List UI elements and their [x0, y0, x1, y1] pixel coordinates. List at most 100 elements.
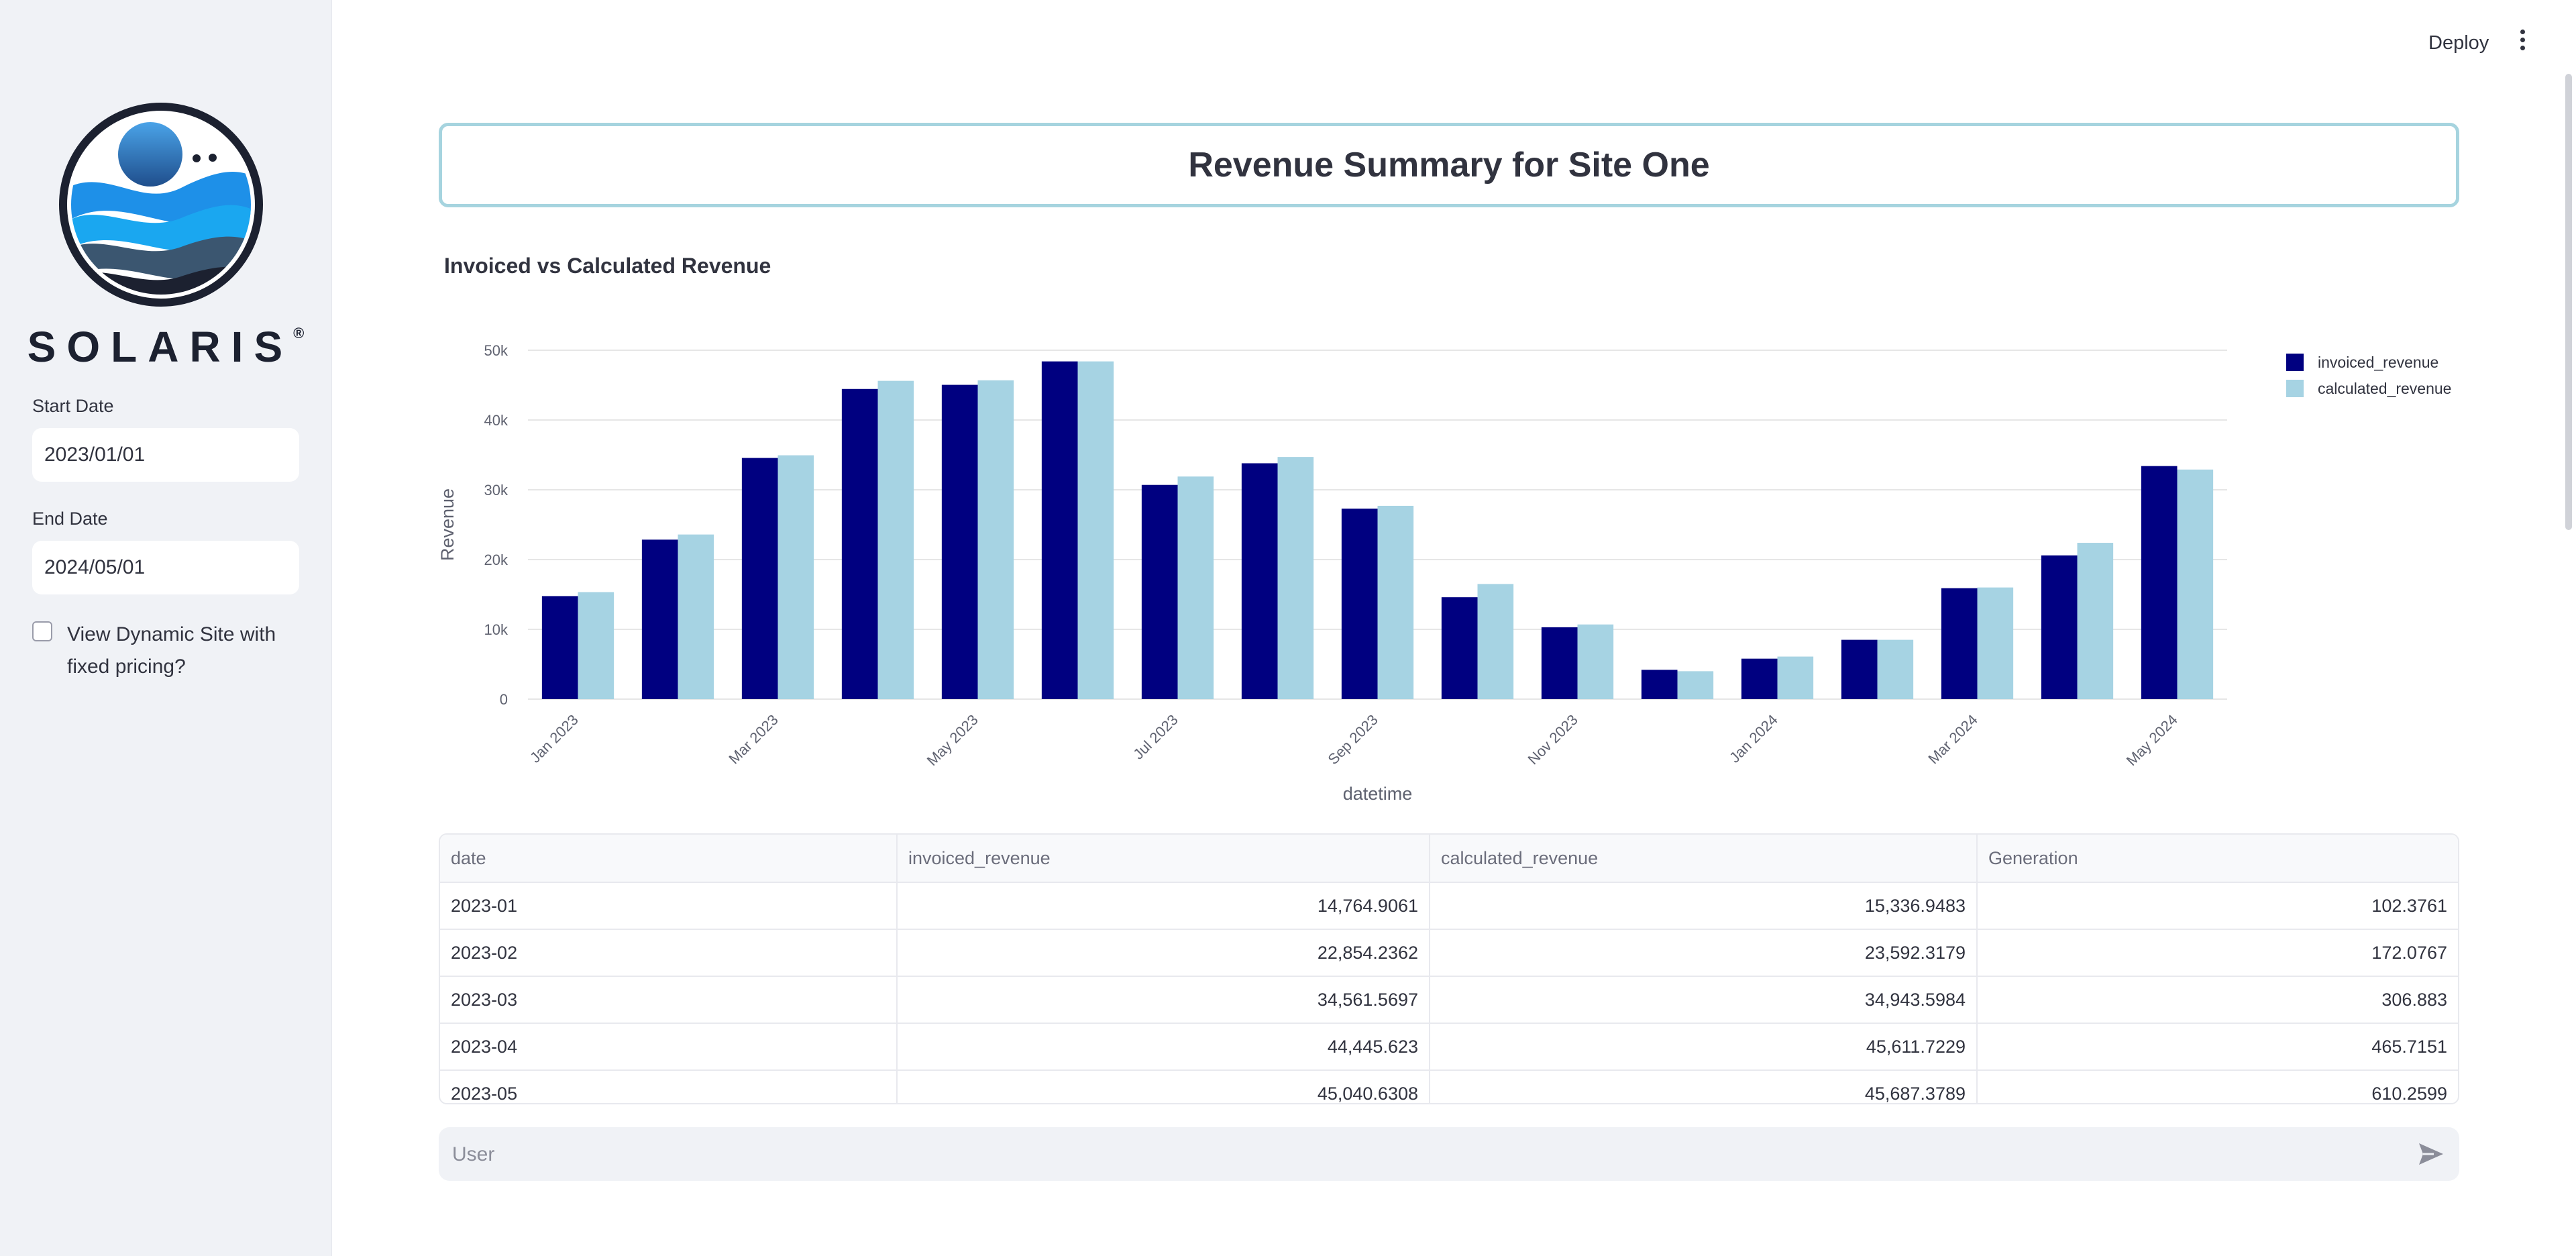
table-cell[interactable]: 172.0767 [1977, 929, 2458, 977]
table-row[interactable]: 2023-05 45,040.6308 45,687.3789 610.2599 [440, 1070, 2458, 1103]
legend-label: calculated_revenue [2318, 380, 2451, 397]
bar-calculated_revenue [1277, 457, 1314, 699]
table-cell[interactable]: 102.3761 [1977, 882, 2458, 930]
chart-heading: Invoiced vs Calculated Revenue [444, 254, 771, 278]
table-cell[interactable]: 2023-03 [440, 976, 898, 1024]
brand-name: SOLARIS® [27, 323, 305, 371]
bar-calculated_revenue [2177, 469, 2214, 699]
bar-invoiced_revenue [1141, 484, 1178, 699]
table-cell[interactable]: 34,943.5984 [1430, 976, 1978, 1024]
y-tick-label: 10k [484, 621, 508, 638]
table-header-row: date invoiced_revenue calculated_revenue… [440, 835, 2458, 883]
table-cell[interactable]: 45,687.3789 [1430, 1070, 1978, 1103]
table-cell[interactable]: 2023-01 [440, 882, 898, 930]
table-cell[interactable]: 45,611.7229 [1430, 1023, 1978, 1071]
table-cell[interactable]: 45,040.6308 [897, 1070, 1430, 1103]
more-options-icon[interactable] [2514, 30, 2530, 56]
y-tick-label: 0 [500, 691, 508, 708]
y-tick-label: 50k [484, 342, 508, 359]
legend-swatch [2286, 354, 2304, 371]
bar-invoiced_revenue [1241, 463, 1278, 699]
solaris-logo [59, 103, 263, 307]
bar-invoiced_revenue [1841, 639, 1878, 699]
bar-calculated_revenue [1177, 476, 1214, 699]
end-date-label: End Date [32, 509, 108, 529]
column-header[interactable]: calculated_revenue [1430, 835, 1978, 883]
column-header[interactable]: invoiced_revenue [897, 835, 1430, 883]
bar-invoiced_revenue [1941, 588, 1978, 699]
table-cell[interactable]: 23,592.3179 [1430, 929, 1978, 977]
bar-calculated_revenue [578, 592, 614, 699]
bar-invoiced_revenue [841, 388, 878, 699]
bar-invoiced_revenue [1341, 509, 1378, 699]
y-tick-label: 20k [484, 552, 508, 568]
column-header[interactable]: Generation [1977, 835, 2458, 883]
x-tick-label: Jul 2023 [1130, 711, 1181, 763]
bar-invoiced_revenue [741, 458, 778, 699]
table-cell[interactable]: 15,336.9483 [1430, 882, 1978, 930]
table-cell[interactable]: 306.883 [1977, 976, 2458, 1024]
end-date-input[interactable] [32, 541, 299, 594]
legend-label: invoiced_revenue [2318, 354, 2438, 371]
table-row[interactable]: 2023-03 34,561.5697 34,943.5984 306.883 [440, 976, 2458, 1024]
bar-calculated_revenue [2077, 543, 2114, 699]
table-cell[interactable]: 22,854.2362 [897, 929, 1430, 977]
x-tick-label: May 2023 [924, 711, 981, 769]
bar-calculated_revenue [1977, 587, 2014, 699]
table-cell[interactable]: 610.2599 [1977, 1070, 2458, 1103]
deploy-button[interactable]: Deploy [2424, 27, 2493, 60]
bar-invoiced_revenue [541, 596, 578, 699]
table-cell[interactable]: 14,764.9061 [897, 882, 1430, 930]
table-cell[interactable]: 2023-02 [440, 929, 898, 977]
bar-calculated_revenue [678, 534, 714, 699]
sidebar: SOLARIS® Start Date End Date View Dynami… [0, 0, 332, 1256]
bar-calculated_revenue [1077, 361, 1114, 699]
start-date-input[interactable] [32, 428, 299, 482]
y-axis-title: Revenue [437, 488, 458, 561]
revenue-bar-chart: 0 10k 20k 30k 40k 50k Jan 2023 Mar 2023 May 2023… [437, 342, 2451, 804]
bar-invoiced_revenue [2141, 466, 2178, 699]
bar-invoiced_revenue [1541, 627, 1578, 699]
table-row[interactable]: 2023-01 14,764.9061 15,336.9483 102.3761 [440, 882, 2458, 930]
chat-input[interactable] [451, 1127, 2385, 1182]
y-tick-label: 40k [484, 412, 508, 429]
bar-calculated_revenue [1377, 505, 1414, 699]
legend-swatch [2286, 380, 2304, 397]
table-cell[interactable]: 2023-05 [440, 1070, 898, 1103]
bar-invoiced_revenue [2041, 555, 2078, 699]
send-icon[interactable] [2418, 1142, 2445, 1166]
start-date-label: Start Date [32, 396, 114, 416]
y-tick-label: 30k [484, 482, 508, 499]
bar-calculated_revenue [1877, 639, 1914, 699]
x-tick-label: Mar 2024 [1925, 711, 1980, 767]
table-row[interactable]: 2023-02 22,854.2362 23,592.3179 172.0767 [440, 929, 2458, 977]
bar-calculated_revenue [977, 380, 1014, 699]
bar-invoiced_revenue [1741, 658, 1778, 699]
x-tick-label: Sep 2023 [1325, 711, 1381, 768]
table-row[interactable]: 2023-04 44,445.623 45,611.7229 465.7151 [440, 1023, 2458, 1071]
bar-invoiced_revenue [1641, 670, 1678, 699]
page-title: Revenue Summary for Site One [1188, 146, 1710, 185]
column-header[interactable]: date [440, 835, 898, 883]
table-cell[interactable]: 2023-04 [440, 1023, 898, 1071]
registered-mark: ® [293, 325, 305, 342]
bar-calculated_revenue [777, 455, 814, 699]
page-scrollbar[interactable] [2565, 74, 2572, 530]
bar-invoiced_revenue [1041, 361, 1078, 699]
fixed-pricing-checkbox[interactable] [32, 621, 52, 641]
bar-invoiced_revenue [641, 539, 678, 699]
bar-invoiced_revenue [1441, 597, 1478, 699]
bar-calculated_revenue [1477, 584, 1514, 699]
x-tick-label: Nov 2023 [1525, 711, 1581, 768]
x-tick-label: May 2024 [2123, 711, 2181, 769]
table-cell[interactable]: 465.7151 [1977, 1023, 2458, 1071]
revenue-table[interactable]: date invoiced_revenue calculated_revenue… [439, 833, 2459, 1104]
bar-calculated_revenue [1577, 624, 1614, 699]
bar-calculated_revenue [877, 380, 914, 699]
table-cell[interactable]: 34,561.5697 [897, 976, 1430, 1024]
table-cell[interactable]: 44,445.623 [897, 1023, 1430, 1071]
chat-input-bar[interactable] [439, 1127, 2459, 1182]
title-box: Revenue Summary for Site One [439, 123, 2459, 207]
x-tick-label: Jan 2024 [1726, 711, 1781, 766]
bar-calculated_revenue [1677, 671, 1714, 699]
